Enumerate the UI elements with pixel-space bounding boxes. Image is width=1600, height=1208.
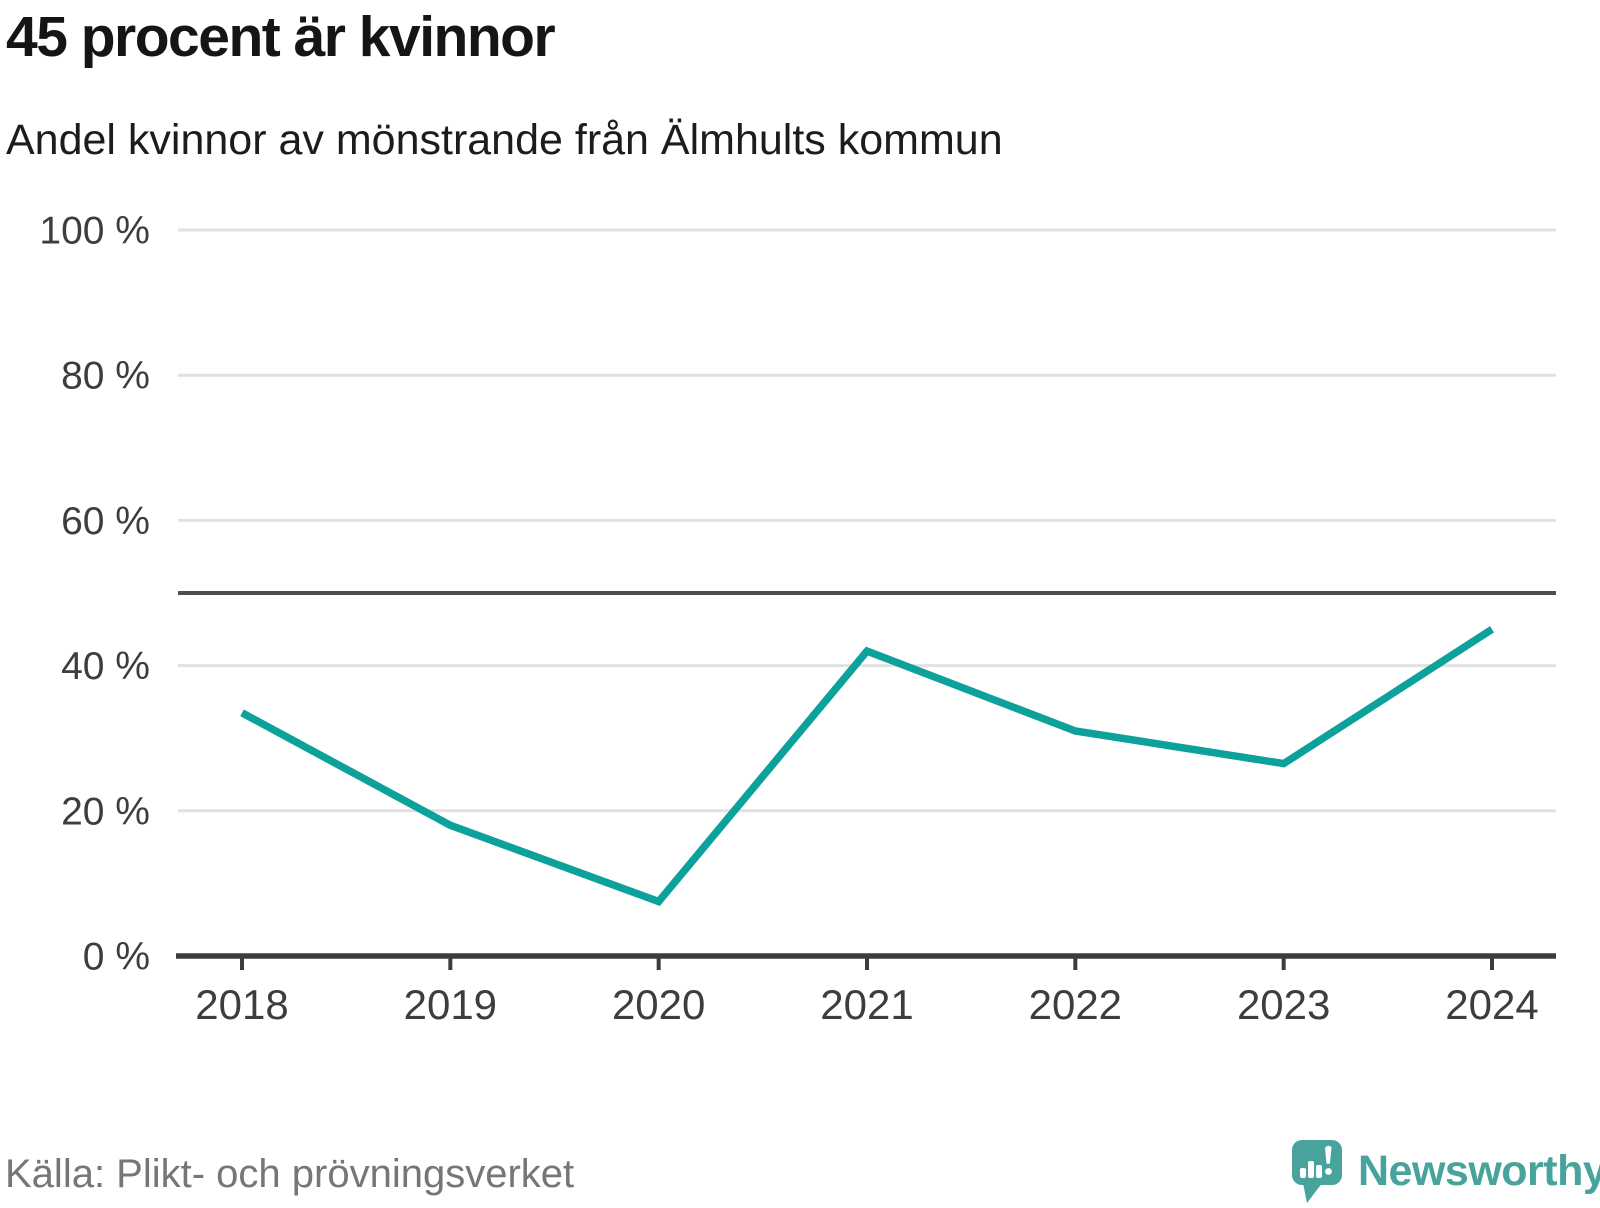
x-tick-label: 2019	[404, 981, 497, 1028]
line-chart: 0 % 20 % 40 % 60 % 80 % 100 % 2018 2019 2020 2021…	[39, 210, 1556, 1028]
source-note: Källa: Plikt- och prövningsverket	[5, 1152, 575, 1196]
x-tick-label: 2020	[612, 981, 705, 1028]
y-tick-label: 60 %	[61, 500, 150, 543]
logo-wordmark: Newsworthy	[1358, 1147, 1600, 1195]
data-line-series	[240, 626, 1495, 906]
x-tick-label: 2018	[195, 981, 288, 1028]
x-tick-label: 2021	[820, 981, 913, 1028]
logo-bubble-icon	[1292, 1140, 1342, 1203]
y-tick-label: 20 %	[61, 790, 150, 833]
x-tick-label: 2022	[1029, 981, 1122, 1028]
y-tick-label: 0 %	[83, 936, 150, 979]
y-tick-label: 100 %	[39, 210, 150, 253]
y-tick-label: 80 %	[61, 355, 150, 398]
chart-subtitle: Andel kvinnor av mönstrande från Älmhult…	[6, 116, 1003, 164]
newsworthy-logo: Newsworthy	[1292, 1140, 1600, 1203]
x-tick-label: 2023	[1237, 981, 1330, 1028]
chart-title: 45 procent är kvinnor	[6, 5, 556, 69]
x-tick-label: 2024	[1445, 981, 1538, 1028]
y-tick-label: 40 %	[61, 645, 150, 688]
